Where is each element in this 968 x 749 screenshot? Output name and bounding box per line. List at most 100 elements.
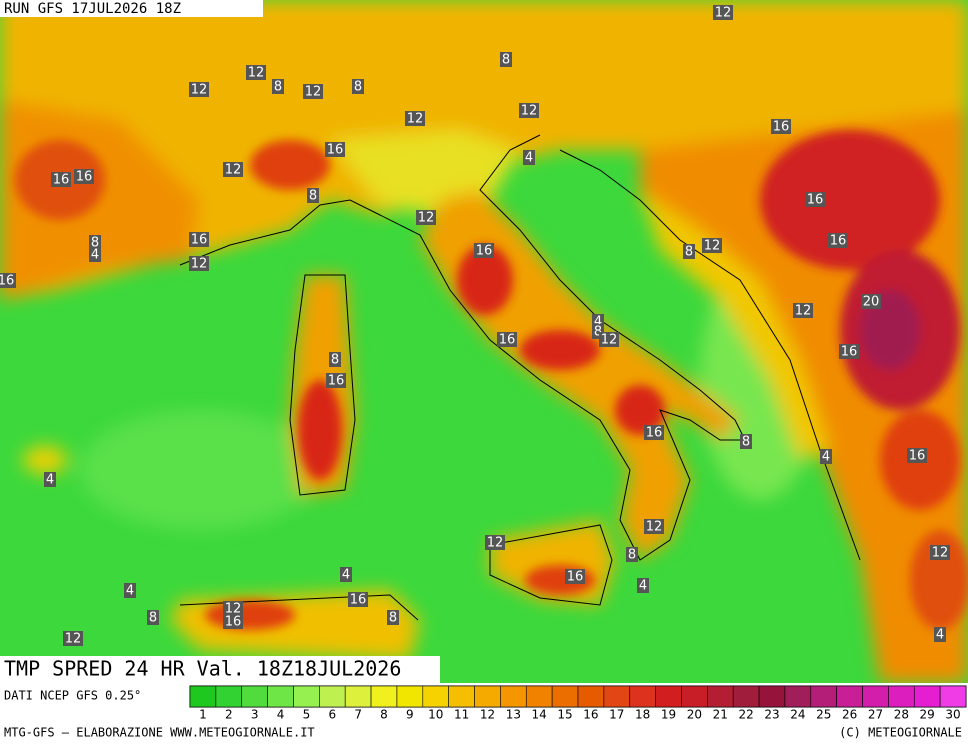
colorbar-label: 3 — [251, 708, 259, 722]
contour-label-box — [793, 303, 813, 318]
contour-label: 16 — [350, 593, 367, 608]
contour-label-box — [934, 627, 946, 642]
colorbar-cell — [319, 685, 346, 708]
contour-label: 12 — [646, 520, 663, 535]
contour-label: 16 — [646, 426, 663, 441]
colorbar-cell — [913, 685, 941, 708]
colorbar-label: 13 — [506, 708, 521, 722]
colorbar-label: 29 — [920, 708, 935, 722]
colorbar-label: 10 — [428, 708, 443, 722]
colorbar-cell — [448, 685, 475, 708]
contour-label: 4 — [126, 584, 134, 599]
contour-label-box — [63, 631, 83, 646]
contour-label-box — [329, 352, 341, 367]
contour-label-box — [644, 425, 664, 440]
contour-label: 16 — [53, 173, 70, 188]
contour-label-box — [223, 614, 243, 629]
colorbar-cell — [422, 685, 449, 708]
contour-label: 8 — [149, 611, 157, 626]
header-box — [0, 0, 263, 17]
contour-label-box — [246, 65, 266, 80]
contour-label-box — [189, 82, 209, 97]
contour-label-box — [325, 142, 345, 157]
contour-label: 12 — [407, 112, 424, 127]
colorbar-cell — [655, 685, 682, 708]
colorbar-label: 6 — [328, 708, 336, 722]
colorbar-label: 30 — [945, 708, 960, 722]
contour-label-box — [74, 169, 94, 184]
contour-label: 12 — [795, 304, 812, 319]
contour-label-box — [124, 583, 136, 598]
contour-label-box — [405, 111, 425, 126]
contour-label: 4 — [91, 248, 99, 263]
contour-label: 8 — [274, 80, 282, 95]
contour-label: 12 — [191, 83, 208, 98]
colorbar-cell — [810, 685, 837, 708]
colorbar-label: 20 — [687, 708, 702, 722]
contour-label-box — [713, 5, 733, 20]
contour-label-box — [497, 332, 517, 347]
contour-label-box — [771, 119, 791, 134]
contour-label: 12 — [418, 211, 435, 226]
source-label: DATI NCEP GFS 0.25° — [4, 689, 141, 703]
colorbar-label: 23 — [764, 708, 779, 722]
contour-label: 8 — [331, 353, 339, 368]
colorbar-cell — [888, 685, 915, 708]
contour-label-box — [348, 592, 368, 607]
contour-label-box — [416, 210, 436, 225]
colorbar-label: 27 — [868, 708, 883, 722]
colorbar-cell — [603, 685, 631, 708]
contour-label-box — [303, 84, 323, 99]
colorbar-label: 14 — [532, 708, 547, 722]
contour-label: 4 — [342, 568, 350, 583]
contour-label: 12 — [932, 546, 949, 561]
contour-label: 16 — [773, 120, 790, 135]
colorbar-cell — [629, 685, 656, 708]
contour-label-box — [523, 150, 535, 165]
contour-label-box — [839, 344, 859, 359]
contour-label-box — [272, 79, 284, 94]
contour-label: 8 — [742, 435, 750, 450]
colorbar-cell — [862, 685, 889, 708]
run-label: RUN GFS 17JUL2026 18Z — [4, 1, 181, 17]
contour-label: 16 — [567, 570, 584, 585]
colorbar: 1 2 3 4 5 6 7 8 9 10 11 12 13 14 15 16 17 18 19 20 21 22 23 24 2… — [189, 685, 967, 722]
contour-label: 12 — [487, 536, 504, 551]
contour-label: 12 — [191, 257, 208, 272]
colorbar-label: 26 — [842, 708, 857, 722]
colorbar-label: 7 — [354, 708, 362, 722]
colorbar-cell — [500, 685, 527, 708]
contour-label-box — [189, 232, 209, 247]
contour-label: 4 — [594, 315, 602, 330]
colorbar-cell — [370, 685, 398, 708]
contour-label: 16 — [841, 345, 858, 360]
colorbar-cell — [525, 685, 553, 708]
colorbar-label: 12 — [480, 708, 495, 722]
colorbar-cell — [241, 685, 268, 708]
contour-label-box — [828, 233, 848, 248]
contour-label-box — [702, 238, 722, 253]
coastlines — [179, 134, 861, 621]
contour-label: 12 — [521, 104, 538, 119]
colorbar-cell — [784, 685, 812, 708]
contour-label-box — [307, 188, 319, 203]
colorbar-label: 2 — [225, 708, 233, 722]
contour-label: 16 — [830, 234, 847, 249]
map-title: TMP SPRED 24 HR Val. 18Z18JUL2026 — [4, 657, 401, 681]
colorbar-cell — [939, 685, 967, 708]
contour-label-box — [89, 235, 101, 250]
contour-label: 16 — [909, 449, 926, 464]
contour-label: 12 — [715, 6, 732, 21]
colorbar-label: 11 — [454, 708, 469, 722]
contour-label: 8 — [628, 548, 636, 563]
contour-label: 16 — [0, 274, 14, 289]
colorbar-label: 24 — [790, 708, 805, 722]
contour-label-box — [930, 545, 950, 560]
contour-label-box — [644, 519, 664, 534]
colorbar-label: 28 — [894, 708, 909, 722]
colorbar-cell — [551, 685, 579, 708]
contour-label: 12 — [65, 632, 82, 647]
contour-label-box — [51, 172, 71, 187]
contour-label: 8 — [91, 236, 99, 251]
